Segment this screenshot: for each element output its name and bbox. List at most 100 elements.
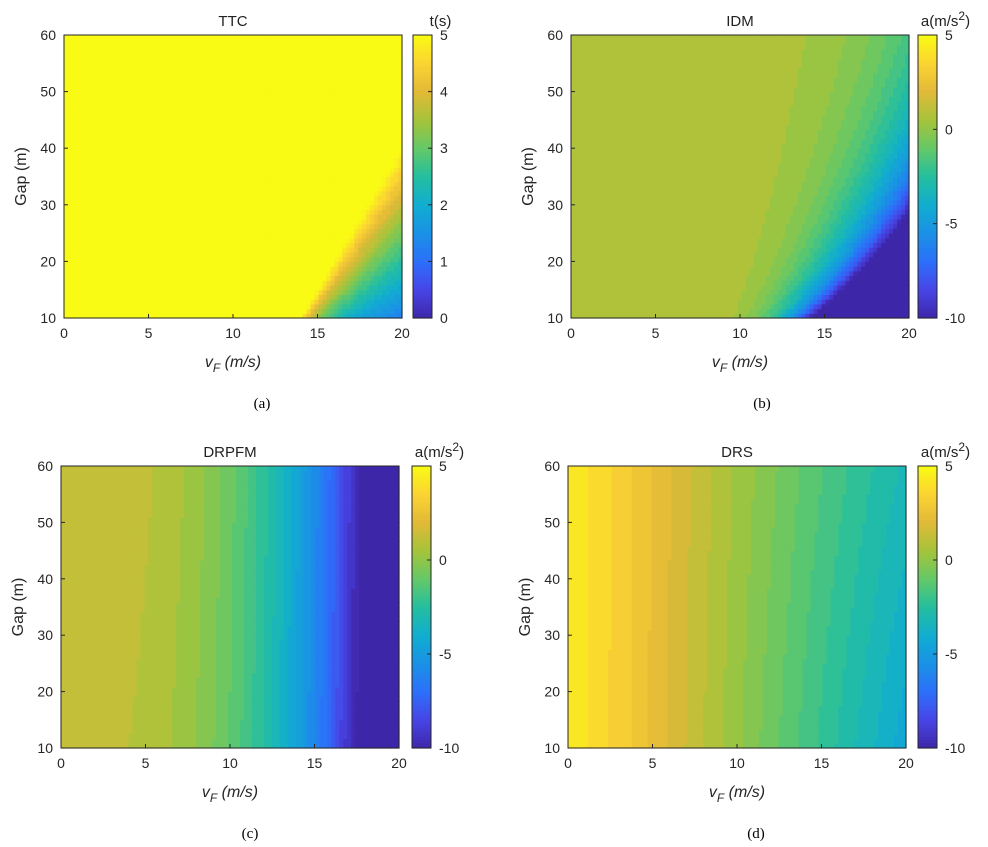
heatmap-cell [294, 209, 300, 215]
heatmap-cell [318, 134, 324, 140]
heatmap-cell [71, 195, 77, 201]
heatmap-cell [95, 270, 101, 277]
heatmap-cell [123, 105, 129, 112]
heatmap-cell [203, 63, 208, 69]
heatmap-cell [195, 303, 200, 310]
heatmap-cell [274, 261, 280, 267]
heatmap-cell [223, 58, 228, 64]
heatmap-cell [286, 101, 292, 107]
heatmap-cell [167, 185, 172, 192]
heatmap-cell [278, 77, 284, 83]
heatmap-cell [195, 157, 200, 163]
heatmap-cell [83, 266, 89, 272]
heatmap-cell [203, 280, 208, 286]
heatmap-cell [127, 214, 133, 220]
heatmap-cell [374, 266, 379, 272]
heatmap-cell [374, 35, 379, 41]
heatmap-cell [322, 35, 328, 41]
heatmap-cell [386, 256, 391, 262]
heatmap-cell [306, 299, 312, 305]
heatmap-cell [246, 72, 252, 79]
heatmap-cell [199, 63, 204, 69]
heatmap-cell [195, 204, 200, 211]
heatmap-cell [350, 105, 355, 112]
heatmap-cell [258, 101, 264, 107]
heatmap-cell [103, 303, 109, 310]
heatmap-cell [346, 91, 351, 97]
heatmap-cell [227, 157, 232, 163]
heatmap-cell [135, 96, 141, 102]
heatmap-cell [254, 204, 260, 211]
heatmap-cell [155, 72, 161, 79]
heatmap-cell [91, 218, 97, 225]
heatmap-cell [91, 181, 97, 187]
heatmap-cell [171, 256, 176, 262]
heatmap-cell [215, 247, 220, 253]
heatmap-cell [270, 228, 276, 234]
heatmap-cell [342, 148, 347, 154]
heatmap-cell [195, 39, 200, 46]
heatmap-cell [119, 82, 125, 88]
heatmap-cell [286, 284, 292, 291]
heatmap-cell [95, 86, 101, 93]
heatmap-cell [290, 223, 296, 229]
heatmap-cell [71, 49, 77, 55]
heatmap-cell [127, 72, 133, 79]
heatmap-cell [338, 266, 343, 272]
heatmap-cell [274, 176, 280, 182]
heatmap-cell [262, 299, 268, 305]
heatmap-cell [103, 91, 109, 97]
heatmap-cell [382, 124, 387, 130]
heatmap-cell [107, 49, 113, 55]
heatmap-cell [223, 148, 228, 154]
heatmap-cell [151, 308, 157, 314]
heatmap-cell [139, 237, 145, 244]
heatmap-cell [171, 124, 176, 130]
heatmap-cell [64, 214, 69, 220]
heatmap-cell [250, 284, 256, 291]
heatmap-cell [378, 68, 383, 74]
heatmap-cell [75, 256, 81, 262]
heatmap-cell [254, 171, 260, 178]
heatmap-cell [234, 209, 240, 215]
heatmap-cell [183, 53, 188, 60]
heatmap-cell [246, 58, 252, 64]
heatmap-cell [258, 35, 264, 41]
heatmap-cell [203, 214, 208, 220]
heatmap-cell [103, 49, 109, 55]
heatmap-cell [64, 280, 69, 286]
heatmap-cell [171, 233, 176, 239]
heatmap-cell [246, 162, 252, 168]
heatmap-cell [386, 308, 391, 314]
heatmap-cell [64, 313, 69, 319]
heatmap-cell [382, 308, 387, 314]
heatmap-cell [199, 308, 204, 314]
heatmap-cell [294, 105, 300, 112]
heatmap-cell [286, 148, 292, 154]
heatmap-cell [354, 233, 359, 239]
heatmap-cell [378, 58, 383, 64]
heatmap-cell [143, 68, 149, 74]
heatmap-cell [127, 171, 133, 178]
heatmap-cell [326, 162, 332, 168]
heatmap-cell [242, 35, 248, 41]
heatmap-cell [203, 204, 208, 211]
heatmap-cell [310, 195, 316, 201]
heatmap-cell [346, 171, 351, 178]
heatmap-cell [270, 82, 276, 88]
heatmap-cell [366, 63, 371, 69]
heatmap-cell [254, 261, 260, 267]
heatmap-cell [195, 82, 200, 88]
heatmap-cell [298, 171, 304, 178]
heatmap-cell [103, 86, 109, 93]
heatmap-cell [207, 181, 212, 187]
heatmap-cell [278, 162, 284, 168]
heatmap-cell [83, 270, 89, 277]
heatmap-cell [310, 58, 316, 64]
heatmap-cell [139, 223, 145, 229]
heatmap-cell [95, 58, 101, 64]
heatmap-cell [227, 185, 232, 192]
heatmap-cell [318, 82, 324, 88]
heatmap-cell [75, 204, 81, 211]
heatmap-cell [211, 53, 216, 60]
